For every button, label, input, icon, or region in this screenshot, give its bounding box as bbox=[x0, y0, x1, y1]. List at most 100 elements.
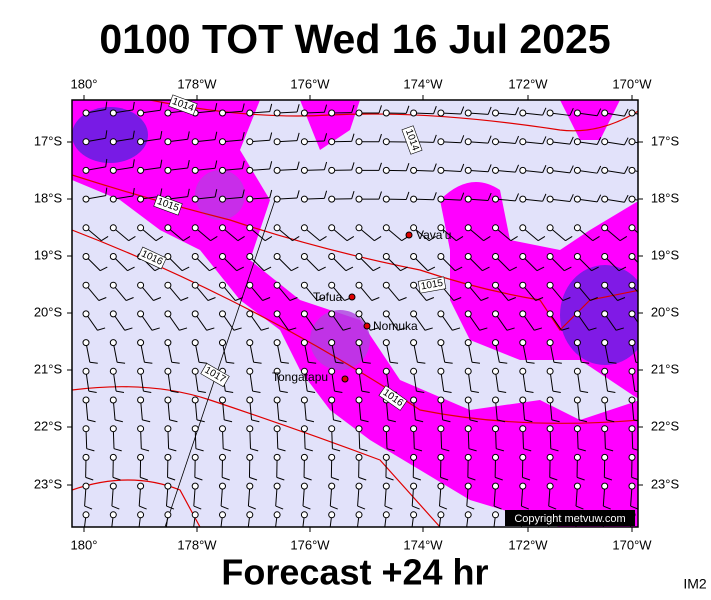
barb-feather bbox=[351, 133, 355, 142]
barb-feather bbox=[167, 476, 176, 481]
barb-station bbox=[628, 166, 636, 174]
barb-feather bbox=[132, 159, 135, 168]
barb-feather bbox=[330, 505, 338, 510]
barb-station bbox=[164, 281, 172, 289]
isobar-label-box bbox=[153, 194, 183, 216]
barb-feather bbox=[576, 476, 585, 481]
barb-station bbox=[355, 253, 363, 260]
barb-station bbox=[628, 396, 636, 404]
barb-feather bbox=[332, 448, 341, 452]
barb-station bbox=[164, 224, 172, 232]
barb-station bbox=[492, 453, 499, 461]
barb-station bbox=[437, 166, 445, 174]
barb-feather bbox=[514, 193, 520, 202]
barb-feather bbox=[510, 235, 518, 242]
barb-station bbox=[328, 166, 336, 174]
barb-station bbox=[546, 396, 554, 404]
barb-station bbox=[573, 453, 581, 461]
lon-tick-label: 174°W bbox=[403, 537, 443, 552]
barb-station bbox=[519, 166, 527, 174]
barb-feather bbox=[605, 448, 614, 452]
barb-feather bbox=[551, 419, 560, 423]
barb-feather bbox=[132, 101, 135, 110]
barb-feather bbox=[86, 448, 95, 452]
barb-feather bbox=[514, 164, 520, 173]
barb-feather bbox=[487, 106, 492, 115]
barb-feather bbox=[166, 505, 175, 510]
barb-feather bbox=[635, 361, 638, 364]
barb-station bbox=[464, 367, 472, 375]
barb-station bbox=[82, 511, 90, 519]
barb-feather bbox=[198, 361, 208, 364]
barb-station bbox=[628, 138, 636, 146]
barb-feather bbox=[323, 190, 328, 199]
barb-feather bbox=[580, 390, 589, 393]
barb-station bbox=[355, 425, 363, 433]
barb-feather bbox=[237, 235, 245, 242]
barb-feather bbox=[223, 448, 232, 452]
barb-feather bbox=[454, 266, 463, 272]
barb-feather bbox=[493, 505, 502, 510]
barb-station bbox=[300, 109, 308, 117]
barb-station bbox=[82, 425, 90, 433]
barb-station bbox=[382, 453, 390, 461]
barb-station bbox=[546, 224, 554, 232]
barb-feather bbox=[562, 297, 571, 301]
barb-station bbox=[355, 138, 363, 146]
track-line bbox=[164, 199, 276, 527]
barb-feather bbox=[139, 505, 147, 510]
barb-station bbox=[437, 138, 445, 146]
barb-feather bbox=[569, 165, 574, 174]
barb-feather bbox=[480, 297, 489, 301]
barb-feather bbox=[630, 505, 638, 510]
barb-feather bbox=[498, 390, 507, 393]
barb-station bbox=[601, 453, 609, 461]
place-marker bbox=[405, 231, 413, 239]
barb-feather bbox=[141, 448, 150, 452]
barb-station bbox=[410, 482, 418, 490]
lon-tick-label: 178°W bbox=[177, 537, 217, 552]
isobar-label-box bbox=[168, 94, 198, 116]
barb-station bbox=[410, 195, 418, 203]
barb-feather bbox=[289, 297, 298, 301]
barb-feather bbox=[496, 448, 505, 452]
barb-station bbox=[328, 482, 336, 490]
barb-feather bbox=[214, 131, 218, 140]
barb-station bbox=[437, 482, 445, 490]
barb-feather bbox=[87, 419, 96, 423]
barb-station bbox=[601, 166, 609, 174]
barb-station bbox=[601, 281, 609, 289]
barb-feather bbox=[101, 235, 109, 242]
barb-feather bbox=[221, 476, 230, 481]
barb-feather bbox=[596, 137, 602, 145]
barb-feather bbox=[405, 191, 410, 200]
barb-station bbox=[382, 367, 390, 375]
barb-feather bbox=[617, 297, 626, 301]
map-area bbox=[72, 100, 638, 527]
barb-station bbox=[300, 482, 308, 490]
barb-station bbox=[464, 281, 472, 289]
barb-feather bbox=[168, 448, 177, 452]
barb-feather bbox=[374, 235, 382, 242]
barb-station bbox=[273, 138, 281, 146]
barb-station bbox=[246, 511, 254, 519]
lat-tick-label: 20°S bbox=[651, 304, 680, 319]
barb-feather bbox=[292, 235, 300, 242]
barb-feather bbox=[460, 106, 465, 115]
barb-station bbox=[546, 339, 554, 347]
barb-feather bbox=[535, 297, 544, 301]
barb-station bbox=[546, 166, 554, 174]
barb-feather bbox=[619, 235, 628, 242]
barb-station bbox=[82, 195, 90, 203]
barb-station bbox=[219, 482, 226, 490]
barb-feather bbox=[618, 266, 627, 272]
barb-feather bbox=[378, 133, 382, 142]
barb-station bbox=[464, 425, 472, 433]
barb-station bbox=[300, 453, 308, 461]
barb-feather bbox=[524, 419, 533, 423]
barb-feather bbox=[105, 101, 108, 110]
barb-station bbox=[628, 482, 636, 490]
barb-station bbox=[109, 511, 117, 519]
barb-station bbox=[464, 453, 472, 461]
barb-station bbox=[519, 138, 527, 146]
